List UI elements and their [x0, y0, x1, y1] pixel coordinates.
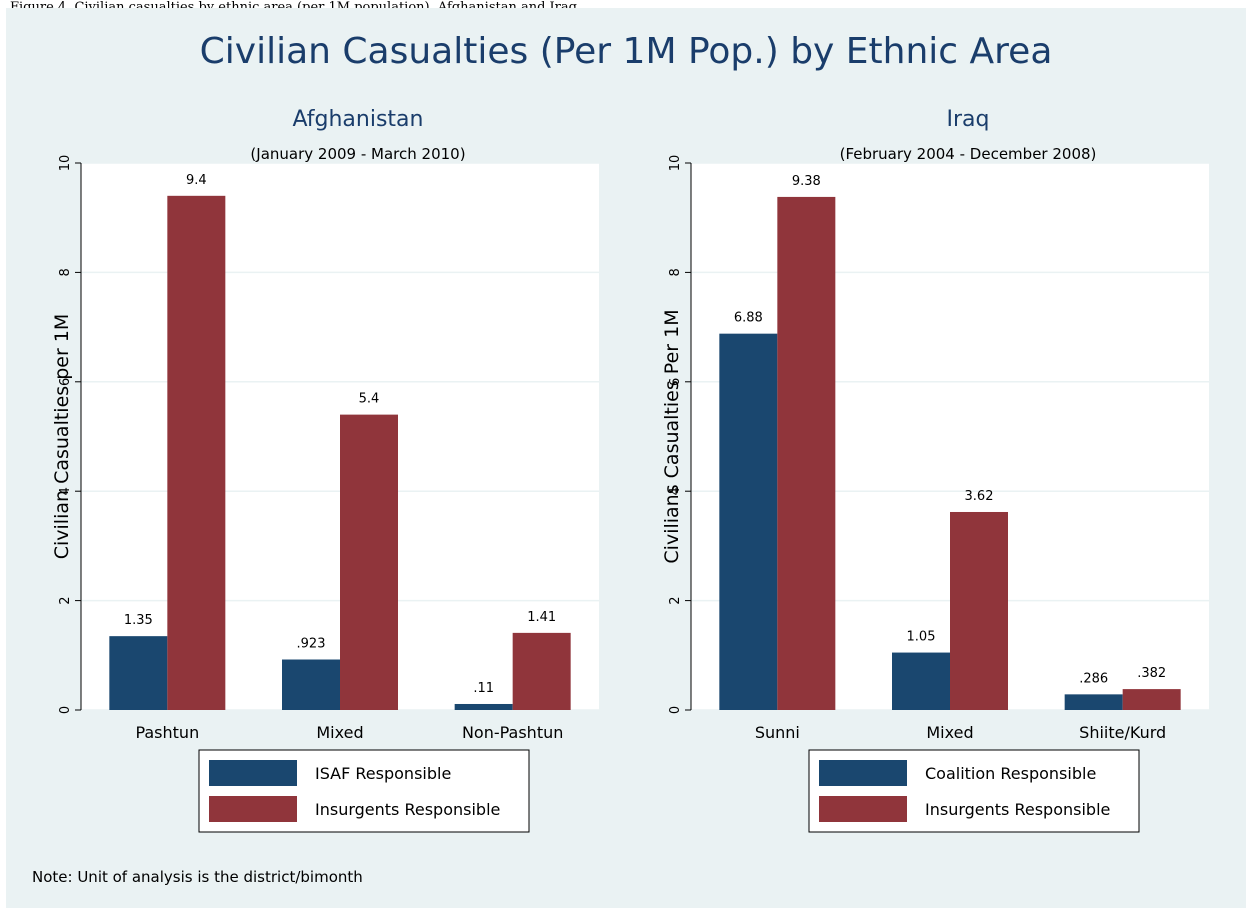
x-tick-label: Mixed — [926, 723, 973, 742]
data-label: .286 — [1079, 671, 1108, 686]
x-tick-label: Mixed — [316, 723, 363, 742]
legend-swatch — [819, 796, 907, 822]
y-tick-label: 4 — [58, 487, 73, 495]
data-label: 9.38 — [792, 174, 821, 189]
data-label: 6.88 — [734, 311, 763, 326]
data-label: .382 — [1137, 666, 1166, 681]
legend-label: Insurgents Responsible — [925, 800, 1110, 819]
x-tick-label: Non-Pashtun — [462, 723, 563, 742]
y-tick-label: 2 — [668, 596, 683, 604]
y-tick-label: 0 — [58, 706, 73, 714]
y-tick-label: 8 — [668, 268, 683, 276]
data-label: 5.4 — [359, 392, 380, 407]
x-tick-label: Pashtun — [135, 723, 199, 742]
legend-label: ISAF Responsible — [315, 764, 451, 783]
legend-swatch — [209, 760, 297, 786]
y-tick-label: 0 — [668, 706, 683, 714]
panel-subtitle: (January 2009 - March 2010) — [250, 145, 465, 163]
bar — [1122, 689, 1181, 710]
bar — [512, 632, 571, 710]
legend-swatch — [209, 796, 297, 822]
y-axis-label: Civilians Casualties Per 1M — [661, 309, 683, 563]
y-tick-label: 8 — [58, 268, 73, 276]
bar — [454, 703, 513, 710]
data-label: 1.35 — [124, 613, 153, 628]
figure-title: Civilian Casualties (Per 1M Pop.) by Eth… — [199, 31, 1053, 72]
chart-afghanistan: Afghanistan (January 2009 - March 2010) 0 2… — [51, 107, 599, 833]
data-label: 1.05 — [907, 630, 936, 645]
footnote: Note: Unit of analysis is the district/b… — [32, 868, 363, 886]
panel-subtitle: (February 2004 - December 2008) — [840, 145, 1097, 163]
panel-title: Iraq — [947, 107, 990, 132]
bar — [109, 636, 168, 710]
data-label: 9.4 — [186, 173, 207, 188]
data-label: .11 — [473, 681, 494, 696]
panel-title: Afghanistan — [293, 107, 424, 132]
y-tick-label: 10 — [58, 155, 73, 172]
y-tick-label: 4 — [668, 487, 683, 495]
figure: Civilian Casualties (Per 1M Pop.) by Eth… — [6, 8, 1246, 908]
legend-swatch — [819, 760, 907, 786]
bar — [282, 659, 340, 710]
x-tick-label: Sunni — [755, 723, 800, 742]
bar — [340, 414, 398, 710]
chart-iraq: Iraq (February 2004 - December 2008) 0 2 4 6 8… — [661, 107, 1209, 833]
data-label: 3.62 — [965, 489, 994, 504]
y-tick-label: 10 — [668, 155, 683, 172]
y-tick-label: 2 — [58, 596, 73, 604]
y-tick-label: 6 — [668, 378, 683, 386]
legend-label: Coalition Responsible — [925, 764, 1096, 783]
bar — [167, 195, 226, 710]
bar — [719, 333, 778, 710]
y-axis-label: Civilian Casualties per 1M — [51, 314, 73, 560]
bar — [777, 196, 836, 710]
data-label: 1.41 — [527, 610, 556, 625]
bar — [950, 511, 1008, 710]
bar — [1064, 694, 1123, 710]
y-tick-label: 6 — [58, 378, 73, 386]
data-label: .923 — [297, 637, 326, 652]
bar — [892, 652, 950, 710]
x-tick-label: Shiite/Kurd — [1079, 723, 1166, 742]
legend-label: Insurgents Responsible — [315, 800, 500, 819]
